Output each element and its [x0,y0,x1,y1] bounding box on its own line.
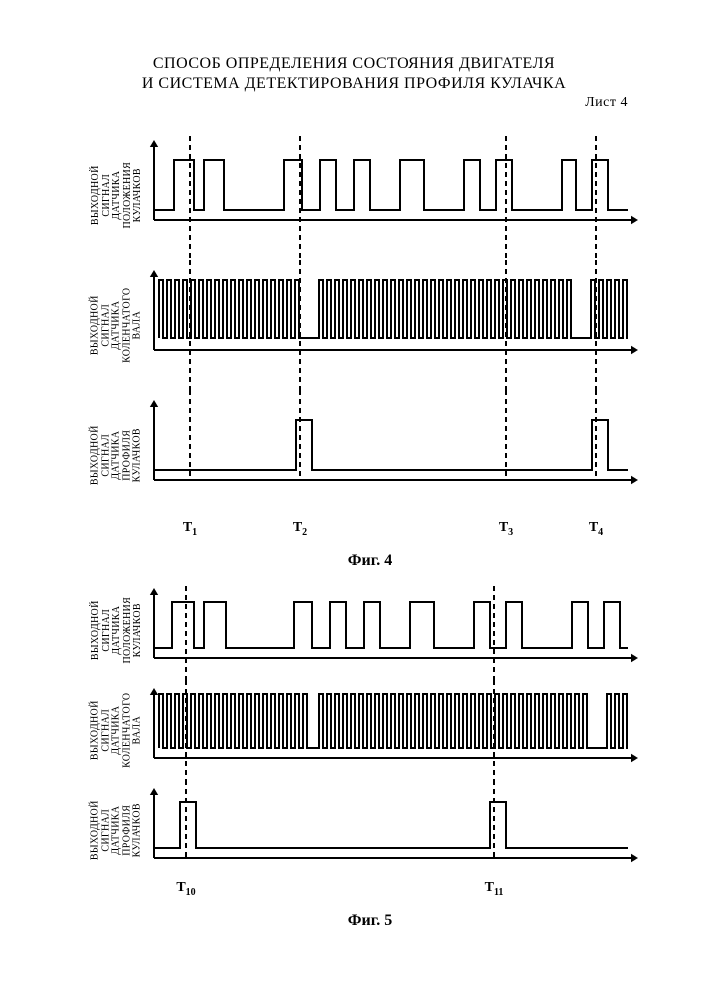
fig5-caption: Фиг. 5 [90,912,650,930]
axis-tick: T1 [183,520,197,538]
title-line-2: И СИСТЕМА ДЕТЕКТИРОВАНИЯ ПРОФИЛЯ КУЛАЧКА [0,74,708,94]
fig5-row2-chart [144,680,644,780]
fig5-row2-ylabel: ВЫХОДНОЙ СИГНАЛ ДАТЧИКА КОЛЕНЧАТОГО ВАЛА [90,680,144,780]
title-line-1: СПОСОБ ОПРЕДЕЛЕНИЯ СОСТОЯНИЯ ДВИГАТЕЛЯ [0,54,708,74]
fig4-row3-ylabel: ВЫХОДНОЙ СИГНАЛ ДАТЧИКА ПРОФИЛЯ КУЛАЧКОВ [90,390,144,520]
axis-tick: T4 [589,520,603,538]
fig4-row2: ВЫХОДНОЙ СИГНАЛ ДАТЧИКА КОЛЕНЧАТОГО ВАЛА [90,260,650,390]
fig4-row1-ylabel: ВЫХОДНОЙ СИГНАЛ ДАТЧИКА ПОЛОЖЕНИЯ КУЛАЧК… [90,130,144,260]
fig4-row1-chart [144,130,644,260]
fig4-row3-chart [144,390,644,520]
document-title: СПОСОБ ОПРЕДЕЛЕНИЯ СОСТОЯНИЯ ДВИГАТЕЛЯ И… [0,54,708,112]
fig5-row3: ВЫХОДНОЙ СИГНАЛ ДАТЧИКА ПРОФИЛЯ КУЛАЧКОВ [90,780,650,880]
fig4-row1: ВЫХОДНОЙ СИГНАЛ ДАТЧИКА ПОЛОЖЕНИЯ КУЛАЧК… [90,130,650,260]
axis-tick: T10 [176,880,195,898]
fig4-row3: ВЫХОДНОЙ СИГНАЛ ДАТЧИКА ПРОФИЛЯ КУЛАЧКОВ [90,390,650,520]
sheet-number: Лист 4 [0,94,708,112]
fig4-row2-ylabel: ВЫХОДНОЙ СИГНАЛ ДАТЧИКА КОЛЕНЧАТОГО ВАЛА [90,260,144,390]
fig5-row2: ВЫХОДНОЙ СИГНАЛ ДАТЧИКА КОЛЕНЧАТОГО ВАЛА [90,680,650,780]
fig5-row3-chart [144,780,644,880]
axis-tick: T2 [293,520,307,538]
fig5-row1: ВЫХОДНОЙ СИГНАЛ ДАТЧИКА ПОЛОЖЕНИЯ КУЛАЧК… [90,580,650,680]
fig4-caption: Фиг. 4 [90,552,650,570]
figure-5: ВЫХОДНОЙ СИГНАЛ ДАТЧИКА ПОЛОЖЕНИЯ КУЛАЧК… [90,580,650,930]
axis-tick: T3 [499,520,513,538]
figure-4: ВЫХОДНОЙ СИГНАЛ ДАТЧИКА ПОЛОЖЕНИЯ КУЛАЧК… [90,130,650,570]
fig5-ticks: T10 T11 [144,880,644,902]
fig4-ticks: T1 T2 T3 T4 [144,520,644,542]
fig5-row1-ylabel: ВЫХОДНОЙ СИГНАЛ ДАТЧИКА ПОЛОЖЕНИЯ КУЛАЧК… [90,580,144,680]
fig4-row2-chart [144,260,644,390]
fig5-row1-chart [144,580,644,680]
axis-tick: T11 [485,880,504,898]
fig5-row3-ylabel: ВЫХОДНОЙ СИГНАЛ ДАТЧИКА ПРОФИЛЯ КУЛАЧКОВ [90,780,144,880]
